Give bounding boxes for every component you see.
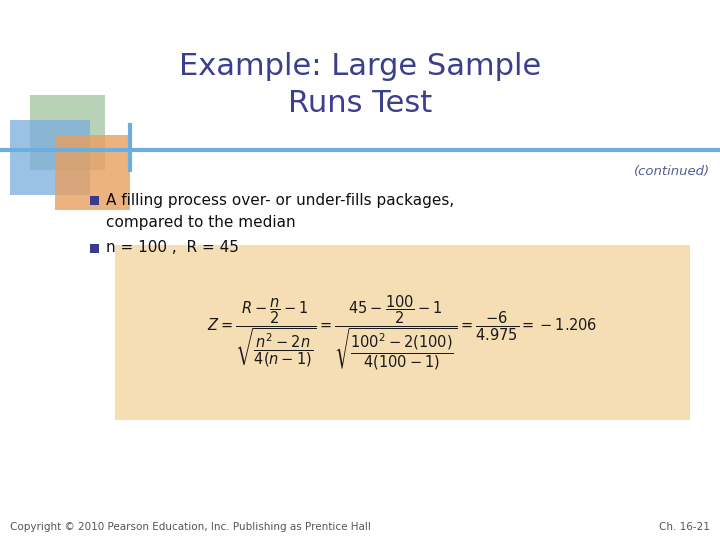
Text: Ch. 16-21: Ch. 16-21 [659,522,710,532]
FancyBboxPatch shape [10,120,90,195]
Text: Example: Large Sample
Runs Test: Example: Large Sample Runs Test [179,52,541,118]
FancyBboxPatch shape [55,135,130,210]
Text: $Z = \dfrac{R - \dfrac{n}{2} - 1}{\sqrt{\dfrac{n^2 - 2n}{4(n-1)}}} = \dfrac{45 -: $Z = \dfrac{R - \dfrac{n}{2} - 1}{\sqrt{… [207,293,598,372]
Text: Copyright © 2010 Pearson Education, Inc. Publishing as Prentice Hall: Copyright © 2010 Pearson Education, Inc.… [10,522,371,532]
FancyBboxPatch shape [30,95,105,170]
FancyBboxPatch shape [90,195,99,205]
Text: A filling process over- or under-fills packages,: A filling process over- or under-fills p… [106,192,454,207]
Text: compared to the median: compared to the median [106,214,296,230]
FancyBboxPatch shape [90,244,99,253]
Text: (continued): (continued) [634,165,710,178]
Text: n = 100 ,  R = 45: n = 100 , R = 45 [106,240,239,255]
FancyBboxPatch shape [115,245,690,420]
